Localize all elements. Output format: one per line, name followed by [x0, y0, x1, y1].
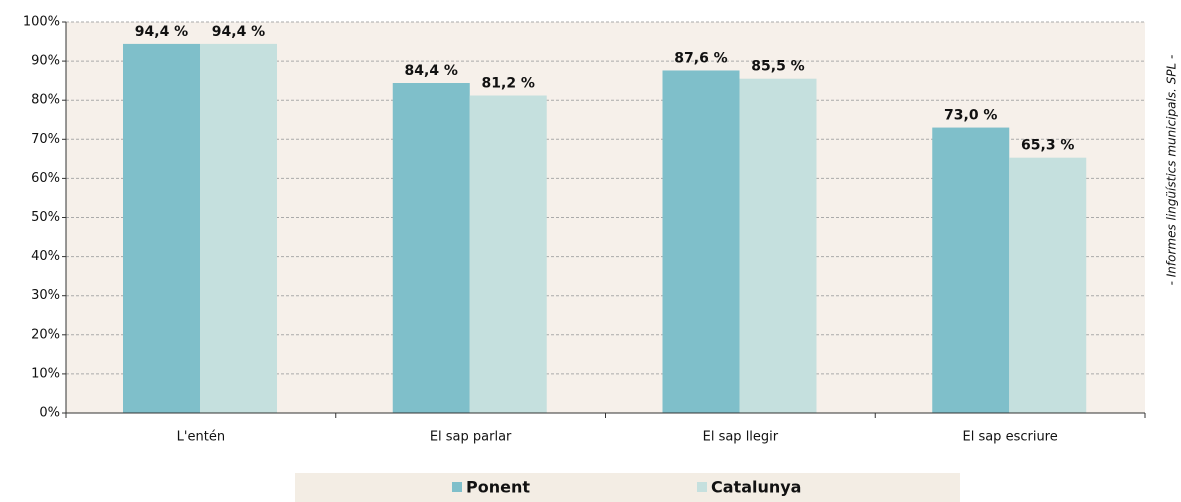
y-tick-label: 40% [31, 249, 60, 264]
y-tick-label: 100% [23, 15, 60, 30]
y-tick-label: 70% [31, 132, 60, 147]
x-tick-label: El sap llegir [703, 430, 779, 445]
bar [392, 82, 470, 413]
x-tick-label: El sap parlar [430, 430, 512, 445]
legend-swatch [452, 482, 462, 492]
bar [200, 43, 277, 414]
bar [739, 78, 817, 413]
y-tick-label: 60% [31, 171, 60, 186]
value-label: 87,6 % [674, 50, 727, 66]
bar [1009, 157, 1087, 413]
legend-label: Ponent [466, 478, 530, 497]
value-label: 94,4 % [135, 24, 188, 40]
legend-swatch [697, 482, 707, 492]
value-label: 84,4 % [405, 63, 458, 79]
y-tick-label: 90% [31, 54, 60, 69]
y-tick-label: 80% [31, 93, 60, 108]
y-tick-label: 50% [31, 210, 60, 225]
value-label: 65,3 % [1021, 138, 1074, 154]
bar [932, 127, 1010, 413]
x-tick-label: El sap escriure [962, 430, 1057, 445]
source-note: - Informes lingüístics municipals. SPL - [1165, 55, 1179, 286]
value-label: 73,0 % [944, 108, 997, 124]
value-label: 94,4 % [212, 24, 265, 40]
bar [123, 43, 200, 414]
y-tick-label: 30% [31, 288, 60, 303]
value-label: 85,5 % [751, 59, 804, 75]
x-tick-label: L'entén [177, 430, 225, 445]
y-tick-label: 10% [31, 366, 60, 381]
bar [469, 95, 547, 414]
legend-background [295, 473, 960, 502]
bar [662, 70, 740, 413]
y-tick-label: 20% [31, 327, 60, 342]
legend-label: Catalunya [711, 478, 801, 497]
y-tick-label: 0% [39, 406, 60, 421]
value-label: 81,2 % [482, 76, 535, 92]
